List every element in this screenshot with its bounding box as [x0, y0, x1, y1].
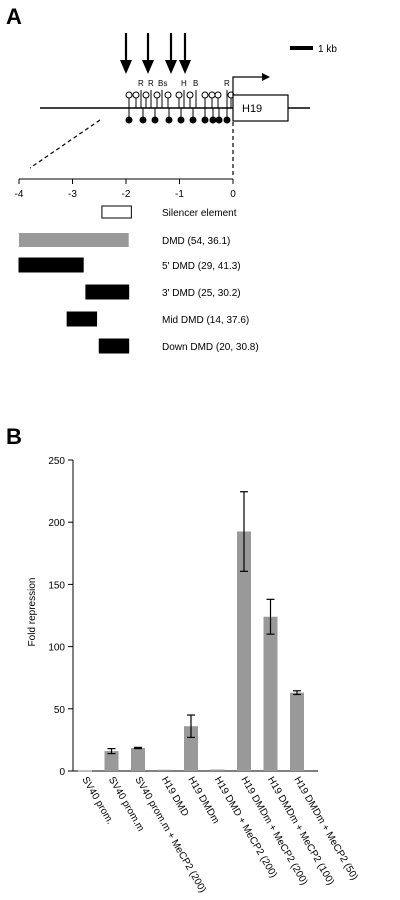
construct-label: DMD (54, 36.1): [162, 236, 230, 247]
kb-axis-tick-label: -1: [175, 189, 184, 200]
h19-label: H19: [242, 103, 262, 115]
y-tick-label: 250: [48, 456, 65, 467]
panel-b-letter: B: [6, 424, 22, 449]
h19-box: [232, 94, 289, 122]
kb-axis: -4 -3 -2 -1 0: [15, 178, 236, 200]
construct-bar: [19, 233, 129, 247]
tss-arrow: [232, 76, 262, 95]
construct-bar: [85, 284, 130, 300]
methylation-arrows: [120, 33, 191, 74]
arrow-2-head: [142, 60, 154, 74]
construct-bar: [101, 205, 132, 219]
kb-axis-tick-label: 0: [230, 189, 236, 200]
y-axis-label: Fold repression: [27, 578, 38, 647]
site-label: Bs: [158, 79, 167, 88]
arrow-1-head: [120, 60, 132, 74]
site-label: H: [181, 79, 187, 88]
bar: [237, 531, 251, 771]
kb-axis-tick-label: -3: [68, 189, 77, 200]
construct-bar: [18, 257, 84, 273]
construct-label: Silencer element: [162, 208, 237, 219]
restriction-site-ticks: [140, 90, 228, 108]
construct-label: 5' DMD (29, 41.3): [162, 261, 241, 272]
construct-label: Mid DMD (14, 37.6): [162, 315, 249, 326]
site-label: R: [224, 79, 230, 88]
bar: [78, 770, 92, 772]
construct-bar: [98, 338, 130, 354]
y-tick-label: 50: [54, 705, 66, 716]
arrow-3-head: [165, 60, 177, 74]
bar: [157, 769, 172, 771]
y-tick-label: 200: [48, 518, 65, 529]
bar: [104, 751, 119, 771]
tss-arrow-head: [262, 73, 270, 81]
bar: [263, 616, 278, 771]
construct-label: Down DMD (20, 30.8): [162, 342, 259, 353]
y-tick-label: 0: [59, 767, 65, 778]
site-label: R: [138, 79, 144, 88]
category-label-suffix: m + MeCP2 (200): [159, 821, 208, 895]
arrow-4-head: [179, 60, 191, 74]
scale-bar-label: 1 kb: [318, 44, 337, 55]
bar: [131, 747, 145, 771]
site-label: R: [148, 79, 154, 88]
zoom-line-left: [29, 119, 101, 169]
site-label: B: [193, 79, 198, 88]
y-tick-label: 150: [48, 580, 65, 591]
kb-axis-tick-label: -2: [122, 189, 131, 200]
bar: [210, 769, 225, 771]
construct-label: 3' DMD (25, 30.2): [162, 288, 241, 299]
kb-axis-tick-label: -4: [15, 189, 24, 200]
h19-gene: H19: [232, 73, 289, 122]
bar: [290, 692, 304, 771]
panel-a-letter: A: [6, 4, 22, 29]
scale-bar: 1 kb: [290, 44, 337, 55]
y-tick-label: 100: [48, 643, 65, 654]
unmethylated-cpg-sites: [125, 91, 235, 108]
construct-bar: [66, 311, 98, 327]
restriction-site-labels: R R Bs H B R: [138, 79, 230, 88]
construct-list: Silencer element DMD (54, 36.1) 5' DMD (29…: [18, 205, 259, 354]
methylated-cpg-sites: [125, 108, 231, 124]
